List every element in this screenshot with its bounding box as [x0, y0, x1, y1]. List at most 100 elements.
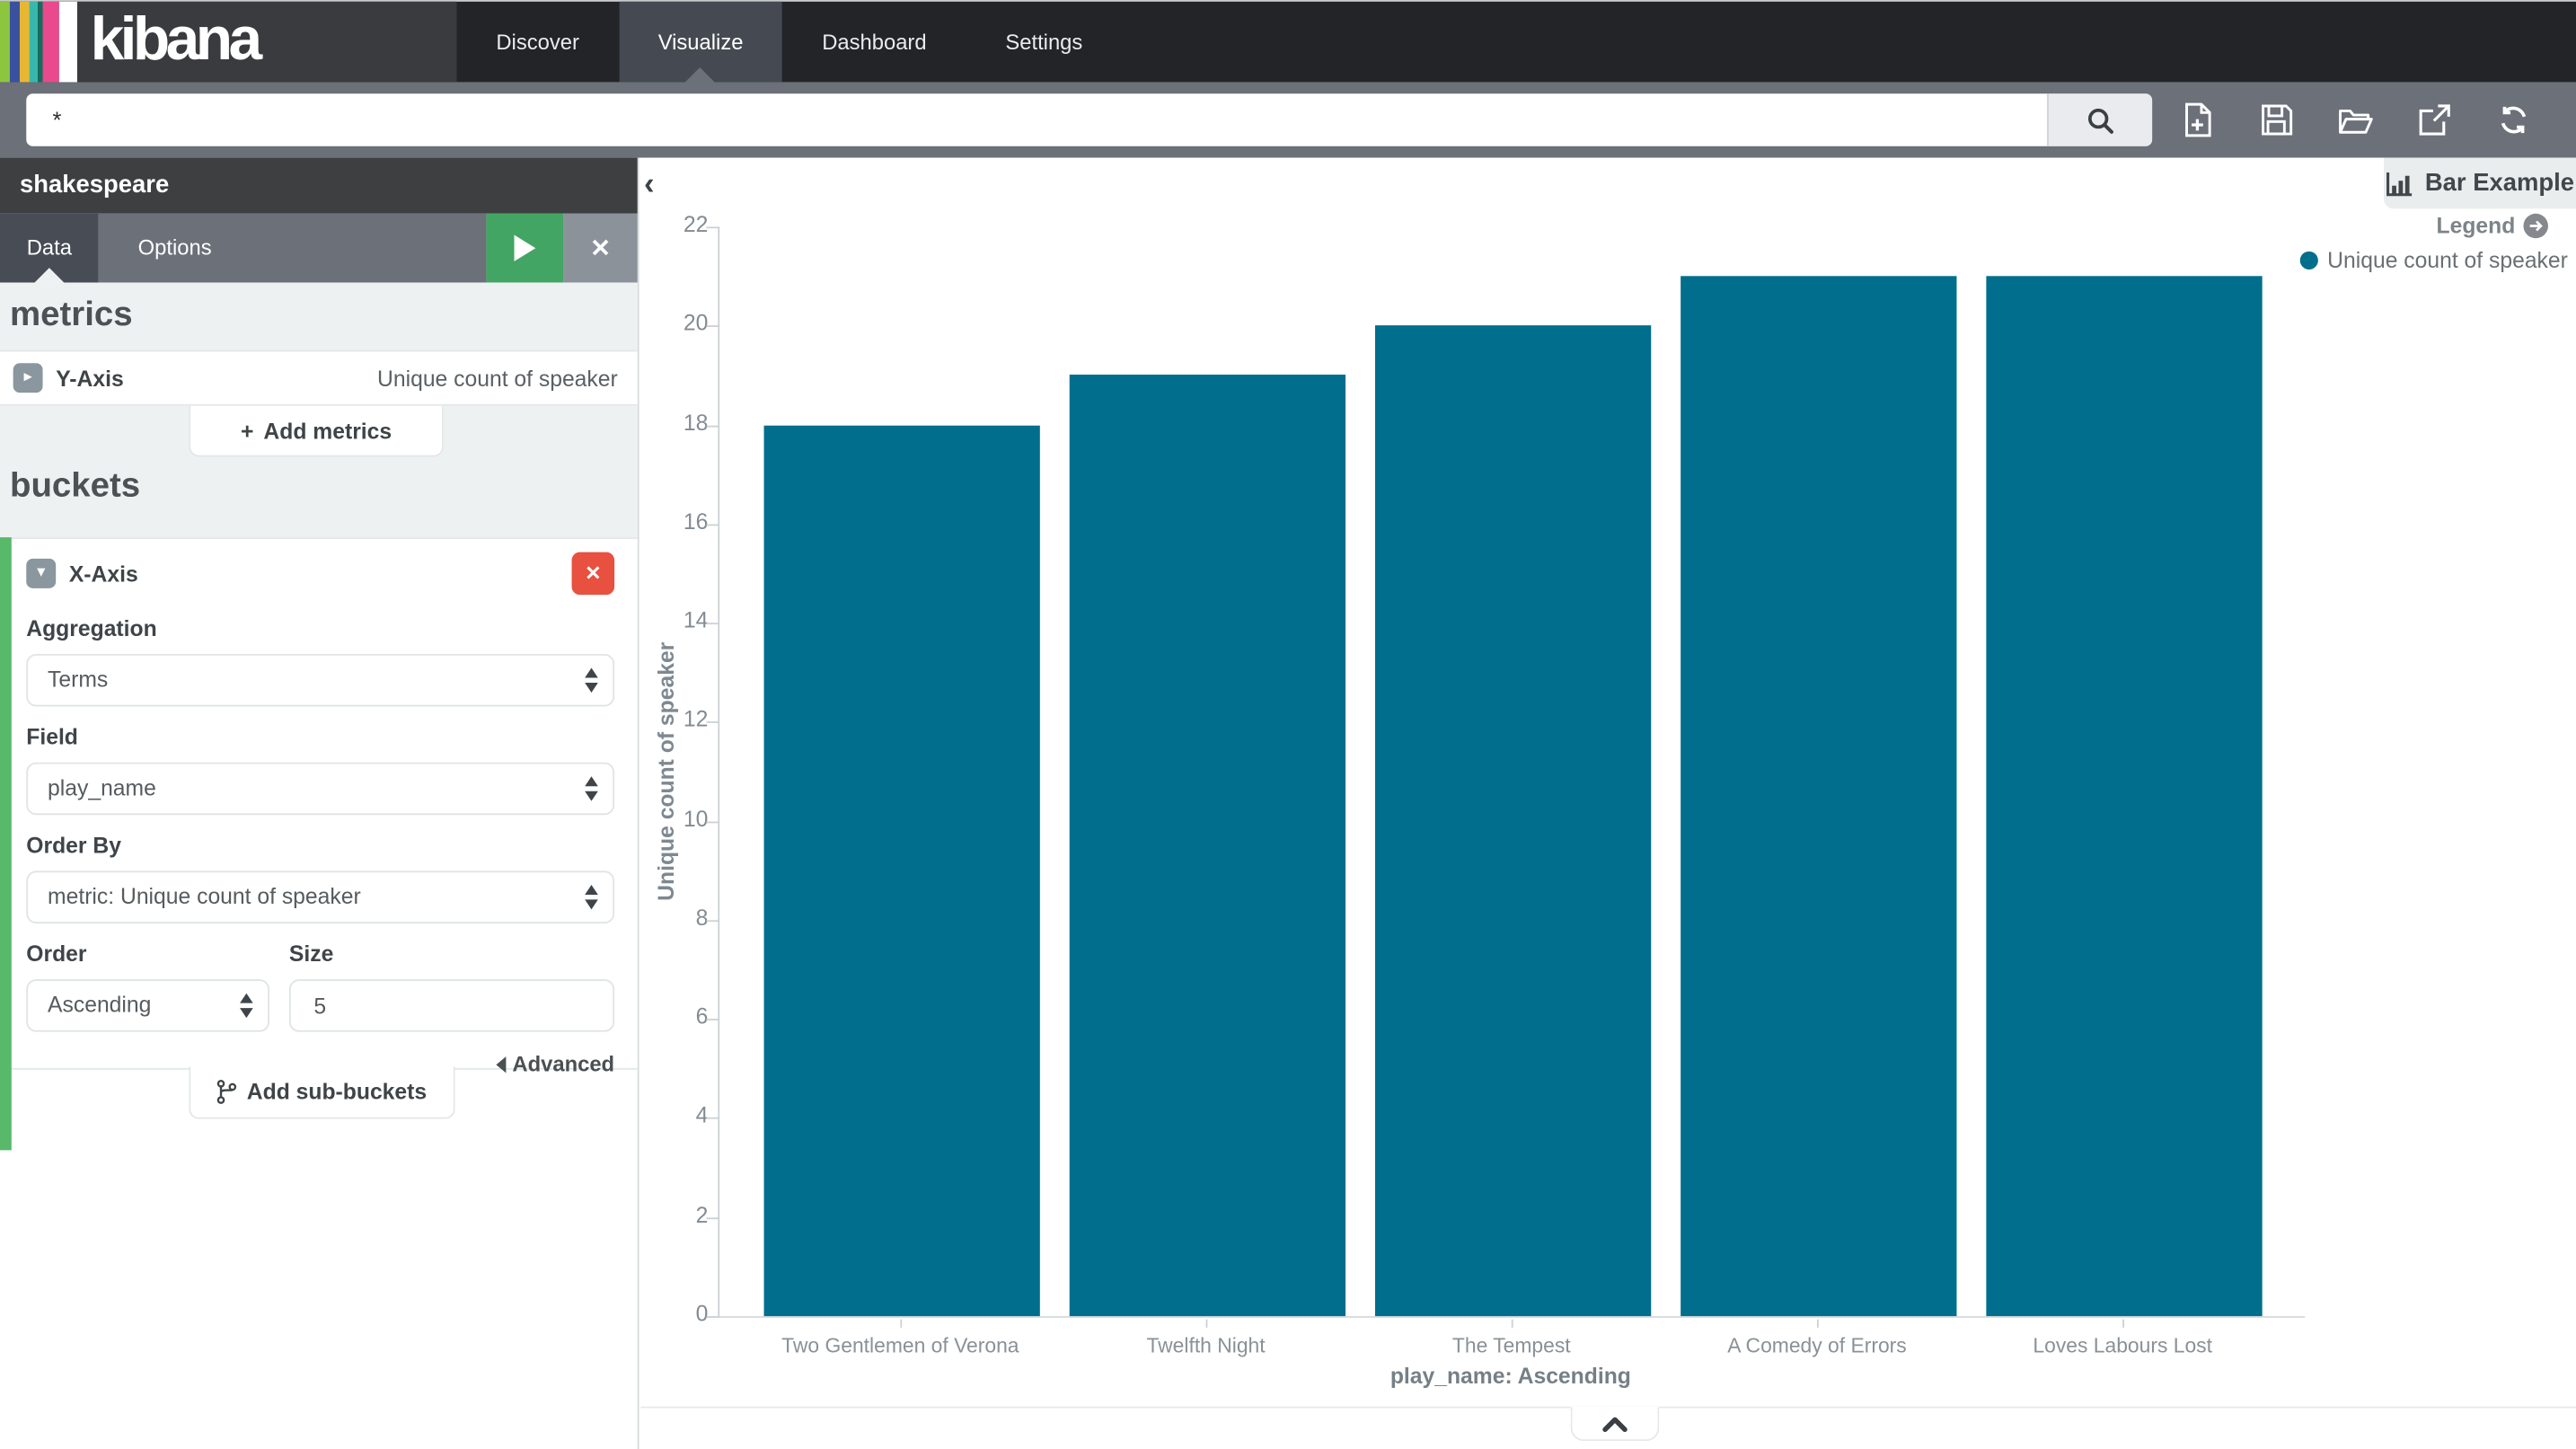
- kibana-logo[interactable]: kibana: [0, 1, 457, 83]
- delete-x-icon: ✕: [585, 561, 602, 586]
- order-by-value: metric: Unique count of speaker: [48, 884, 361, 909]
- y-tick-mark: [706, 1118, 720, 1120]
- legend-toggle-arrow-icon: [2523, 213, 2548, 239]
- sidebar: shakespeare Data Options ✕ metrics ▸ Y-A…: [0, 157, 640, 1449]
- size-input[interactable]: [288, 979, 615, 1032]
- chevron-right-icon: ▸: [23, 367, 32, 386]
- tab-options[interactable]: Options: [98, 213, 487, 283]
- select-stepper-icon: [585, 776, 598, 801]
- y-tick-mark: [706, 325, 720, 328]
- nav-item-visualize[interactable]: Visualize: [618, 1, 783, 83]
- select-stepper-icon: [585, 884, 598, 910]
- logo-text: kibana: [90, 4, 263, 73]
- logo-stripe-pink: [42, 1, 59, 83]
- plot-area: [706, 226, 2306, 1318]
- y-tick-label: 16: [683, 508, 709, 535]
- bar-1[interactable]: [1069, 375, 1346, 1317]
- expand-y-axis-button[interactable]: ▸: [13, 363, 43, 393]
- y-tick-mark: [706, 920, 720, 922]
- y-tick-label: 22: [683, 211, 709, 237]
- refresh-button[interactable]: [2481, 93, 2546, 146]
- field-label: Field: [26, 724, 78, 750]
- order-select[interactable]: Ascending: [26, 979, 269, 1032]
- bar-2[interactable]: [1374, 325, 1652, 1317]
- legend-item[interactable]: Unique count of speaker: [2299, 248, 2568, 273]
- nav-item-discover[interactable]: Discover: [496, 29, 579, 55]
- order-label: Order: [26, 941, 87, 967]
- legend-color-dot: [2299, 251, 2318, 269]
- legend-toggle[interactable]: Legend: [2437, 213, 2548, 239]
- x-category-label: A Comedy of Errors: [1727, 1334, 1907, 1357]
- x-tick-mark: [900, 1319, 903, 1328]
- y-axis-metric-row[interactable]: ▸ Y-Axis Unique count of speaker: [0, 349, 638, 406]
- field-value: play_name: [48, 775, 156, 800]
- search-input[interactable]: [26, 93, 2048, 146]
- y-tick-label: 6: [695, 1003, 709, 1029]
- x-axis-labels: Two Gentlemen of Verona Twelfth Night The …: [718, 1318, 2303, 1367]
- x-axis-bucket-header: ▾ X-Axis ✕: [26, 549, 615, 598]
- aggregation-group: Aggregation Terms: [26, 614, 615, 707]
- collapse-x-axis-button[interactable]: ▾: [26, 558, 57, 588]
- order-size-row: Order Ascending Size: [26, 940, 615, 1032]
- y-axis-ticks: 0 2 4 6 8 10 12 14 16 18 20 22: [646, 158, 711, 1449]
- advanced-toggle[interactable]: Advanced: [26, 1052, 614, 1076]
- top-nav: kibana Discover Visualize Dashboard Sett…: [0, 0, 2576, 83]
- nav-item-dashboard[interactable]: Dashboard: [822, 29, 927, 55]
- logo-stripe-darkgreen: [38, 1, 43, 83]
- plus-icon: +: [241, 418, 254, 443]
- x-axis-label: X-Axis: [68, 561, 138, 587]
- aggregation-select[interactable]: Terms: [26, 653, 615, 707]
- collapse-sidebar-chevron[interactable]: ‹: [644, 167, 655, 202]
- nav-menu: Discover Visualize Dashboard Settings: [456, 1, 2576, 83]
- tab-data[interactable]: Data: [0, 213, 99, 283]
- apply-changes-button[interactable]: [486, 213, 564, 283]
- bar-chart-icon: [2386, 172, 2413, 196]
- bar-0[interactable]: [763, 424, 1040, 1317]
- size-group: Size: [288, 940, 615, 1032]
- y-axis-value: Unique count of speaker: [377, 365, 618, 391]
- share-visualization-button[interactable]: [2402, 93, 2467, 146]
- x-category-label: The Tempest: [1451, 1334, 1571, 1357]
- logo-stripe-green: [0, 1, 10, 83]
- bar-3[interactable]: [1681, 276, 1957, 1317]
- new-visualization-button[interactable]: [2166, 93, 2231, 146]
- nav-item-settings[interactable]: Settings: [1005, 29, 1083, 55]
- y-tick-mark: [706, 1019, 720, 1021]
- logo-stripe-teal: [29, 1, 39, 83]
- advanced-label: Advanced: [512, 1051, 615, 1077]
- sidebar-tabs: Data Options ✕: [0, 213, 638, 283]
- add-sub-buckets-label: Add sub-buckets: [246, 1079, 428, 1105]
- y-tick-label: 8: [695, 905, 709, 931]
- vis-type-tab[interactable]: Bar Example: [2384, 157, 2576, 209]
- bar-4[interactable]: [1986, 276, 2263, 1317]
- save-visualization-button[interactable]: [2245, 93, 2310, 146]
- data-tab-notch: [34, 268, 65, 283]
- y-tick-label: 2: [695, 1202, 709, 1227]
- add-metrics-button[interactable]: + Add metrics: [189, 405, 444, 457]
- remove-bucket-button[interactable]: ✕: [571, 552, 615, 596]
- tab-data-label: Data: [26, 234, 72, 260]
- add-sub-buckets-button[interactable]: Add sub-buckets: [189, 1066, 455, 1119]
- aggregation-label: Aggregation: [26, 615, 157, 641]
- active-tab-notch: [685, 66, 716, 83]
- x-category-label: Twelfth Night: [1146, 1334, 1266, 1357]
- visualization-panel: ‹ Bar Example Legend Unique count of spe…: [640, 157, 2576, 1449]
- bucket-accent-strip: [0, 537, 12, 1151]
- legend-item-label: Unique count of speaker: [2327, 248, 2568, 273]
- x-tick-mark: [1816, 1319, 1819, 1328]
- refresh-icon: [2501, 106, 2527, 134]
- field-select[interactable]: play_name: [26, 762, 615, 816]
- y-tick-mark: [706, 524, 720, 526]
- y-tick-label: 18: [683, 410, 709, 435]
- query-toolbar: [2166, 93, 2546, 146]
- y-tick-label: 12: [683, 707, 709, 732]
- new-document-icon: [2185, 102, 2211, 137]
- search-button[interactable]: [2047, 93, 2153, 146]
- load-visualization-button[interactable]: [2323, 93, 2388, 146]
- collapse-spy-panel-button[interactable]: [1570, 1406, 1660, 1442]
- order-by-select[interactable]: metric: Unique count of speaker: [26, 870, 615, 923]
- advanced-arrow-icon: [496, 1056, 507, 1073]
- y-tick-mark: [706, 820, 720, 823]
- chevron-up-icon: [1602, 1416, 1628, 1432]
- discard-changes-button[interactable]: ✕: [563, 213, 638, 283]
